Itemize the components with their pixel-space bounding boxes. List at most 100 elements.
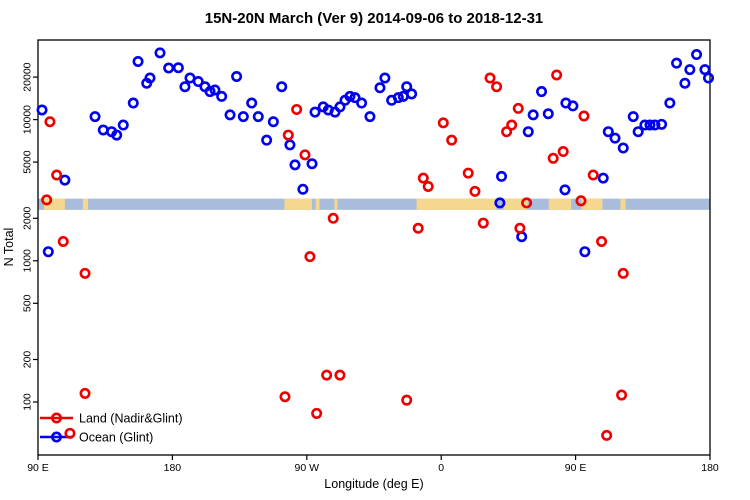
land-ocean-map-band [38,198,710,210]
data-point [536,86,548,98]
data-points [36,47,715,441]
data-point [494,197,506,209]
data-point [379,72,391,84]
data-point [252,111,264,123]
data-point [644,119,656,131]
data-point [462,167,474,179]
data-point [559,184,571,196]
data-point [204,86,216,98]
data-point [699,64,711,76]
data-point [127,97,139,109]
data-point [469,185,481,197]
data-point [684,64,696,76]
data-point [437,117,449,129]
data-point [649,119,661,131]
map-band-land [416,198,497,210]
data-point [609,132,621,144]
map-band-land [581,198,603,210]
data-point [327,212,339,224]
data-point [284,139,296,151]
data-point [491,81,503,93]
data-point [216,90,228,102]
data-point [679,77,691,89]
data-point [632,126,644,138]
x-axis-title: Longitude (deg E) [324,477,423,491]
data-point [567,100,579,112]
y-tick-label: 2000 [22,206,34,230]
data-point [311,407,323,419]
data-point [282,129,294,141]
x-tick-label: 90 W [295,462,320,474]
data-point [163,62,175,74]
data-point [267,116,279,128]
data-point [192,76,204,88]
data-point [279,391,291,403]
data-point [579,246,591,258]
data-point [446,134,458,146]
x-tick-label: 180 [164,462,182,474]
data-point [542,108,554,120]
data-point [578,110,590,122]
data-point [89,111,101,123]
data-point [36,104,48,116]
data-point [512,102,524,114]
y-tick-label: 1000 [22,249,34,273]
x-tick-label: 0 [438,462,444,474]
data-point [309,106,321,118]
data-point [261,134,273,146]
data-point [289,159,301,171]
data-point [596,235,608,247]
data-point [172,62,184,74]
data-point [412,222,424,234]
data-point [306,158,318,170]
data-point [246,97,258,109]
data-point [64,427,76,439]
data-point [656,118,668,130]
data-point [521,197,533,209]
data-point [551,69,563,81]
map-band-land [315,198,320,210]
data-point [79,387,91,399]
data-point [639,119,651,131]
map-band-land [620,198,626,210]
data-point [42,246,54,258]
data-point [617,142,629,154]
data-point [406,88,418,100]
x-tick-label: 90 E [565,462,587,474]
data-point [97,124,109,136]
data-point [422,180,434,192]
y-tick-label: 500 [22,294,34,312]
data-point [401,394,413,406]
data-point [154,47,166,59]
map-band-land [548,198,572,210]
legend-land-marker-icon [50,412,62,424]
data-point [671,57,683,69]
data-point [527,109,539,121]
data-point [111,129,123,141]
map-band-land [284,198,313,210]
data-point [664,97,676,109]
data-point [514,222,526,234]
y-tick-label: 10000 [22,105,34,134]
data-point [547,152,559,164]
data-point [691,49,703,61]
y-tick-label: 20000 [22,62,34,91]
data-point [51,169,63,181]
data-point [237,111,249,123]
data-point [79,267,91,279]
data-point [224,109,236,121]
data-point [344,90,356,102]
data-point [392,92,404,104]
data-point [231,70,243,82]
data-point [501,126,513,138]
data-point [44,116,56,128]
data-point [477,217,489,229]
data-point [356,97,368,109]
legend: Land (Nadir&Glint) Ocean (Glint) [40,412,183,445]
data-point [617,267,629,279]
data-point [41,194,53,206]
data-point [417,172,429,184]
data-point [496,170,508,182]
data-point [516,231,528,243]
